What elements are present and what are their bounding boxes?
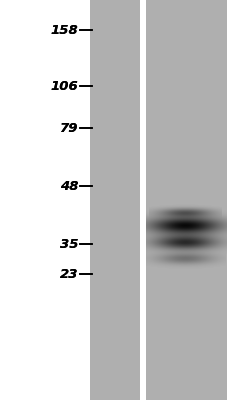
Bar [142, 0, 145, 400]
Text: 106: 106 [51, 80, 78, 92]
Text: 79: 79 [60, 122, 78, 134]
Text: 79: 79 [60, 122, 78, 134]
Text: 158: 158 [51, 24, 78, 36]
Text: 48: 48 [60, 180, 78, 192]
Text: 106: 106 [51, 80, 78, 92]
Text: 23: 23 [60, 268, 78, 280]
Text: 35: 35 [60, 238, 78, 250]
Text: 35: 35 [60, 238, 78, 250]
Bar [142, 0, 145, 400]
Text: 23: 23 [60, 268, 78, 280]
Text: 48: 48 [60, 180, 78, 192]
Bar [144, 0, 227, 400]
Bar [90, 0, 140, 400]
Text: 158: 158 [51, 24, 78, 36]
